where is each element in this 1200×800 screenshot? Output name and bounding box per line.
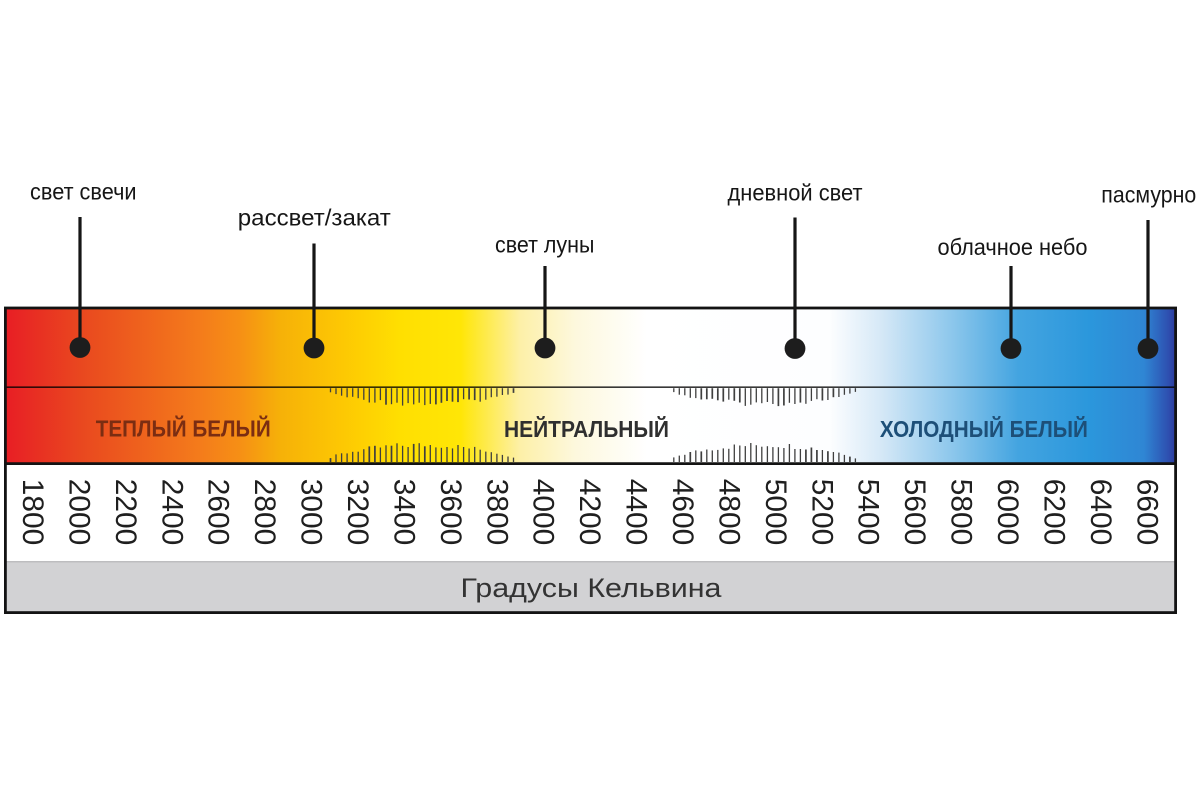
svg-text:6600: 6600 (1130, 479, 1163, 546)
svg-text:4800: 4800 (712, 479, 745, 546)
svg-text:свет луны: свет луны (495, 232, 594, 258)
svg-text:ХОЛОДНЫЙ БЕЛЫЙ: ХОЛОДНЫЙ БЕЛЫЙ (880, 415, 1088, 442)
svg-text:дневной свет: дневной свет (728, 180, 863, 206)
svg-text:3400: 3400 (387, 479, 420, 546)
svg-text:5000: 5000 (759, 479, 792, 546)
svg-text:5200: 5200 (805, 479, 838, 546)
svg-text:4600: 4600 (666, 479, 699, 546)
svg-text:НЕЙТРАЛЬНЫЙ: НЕЙТРАЛЬНЫЙ (504, 415, 669, 442)
svg-text:1800: 1800 (16, 479, 49, 546)
svg-text:3800: 3800 (480, 479, 513, 546)
svg-text:пасмурно: пасмурно (1101, 182, 1196, 208)
svg-text:5600: 5600 (898, 479, 931, 546)
svg-text:2400: 2400 (155, 479, 188, 546)
svg-text:3600: 3600 (434, 479, 467, 546)
svg-text:6200: 6200 (1037, 479, 1070, 546)
svg-text:рассвет/закат: рассвет/закат (238, 205, 391, 231)
svg-text:облачное небо: облачное небо (938, 234, 1088, 260)
svg-text:2800: 2800 (248, 479, 281, 546)
svg-text:2000: 2000 (62, 479, 95, 546)
svg-text:2200: 2200 (109, 479, 142, 546)
svg-text:2600: 2600 (202, 479, 235, 546)
svg-text:3200: 3200 (341, 479, 374, 546)
svg-text:ТЕПЛЫЙ БЕЛЫЙ: ТЕПЛЫЙ БЕЛЫЙ (96, 415, 271, 442)
svg-text:4200: 4200 (573, 479, 606, 546)
svg-text:6400: 6400 (1084, 479, 1117, 546)
svg-text:4000: 4000 (527, 479, 560, 546)
svg-text:4400: 4400 (620, 479, 653, 546)
svg-text:3000: 3000 (295, 479, 328, 546)
svg-text:свет свечи: свет свечи (30, 179, 137, 205)
svg-text:5400: 5400 (852, 479, 885, 546)
svg-text:Градусы Кельвина: Градусы Кельвина (461, 573, 723, 603)
svg-text:6000: 6000 (991, 479, 1024, 546)
svg-text:5800: 5800 (945, 479, 978, 546)
